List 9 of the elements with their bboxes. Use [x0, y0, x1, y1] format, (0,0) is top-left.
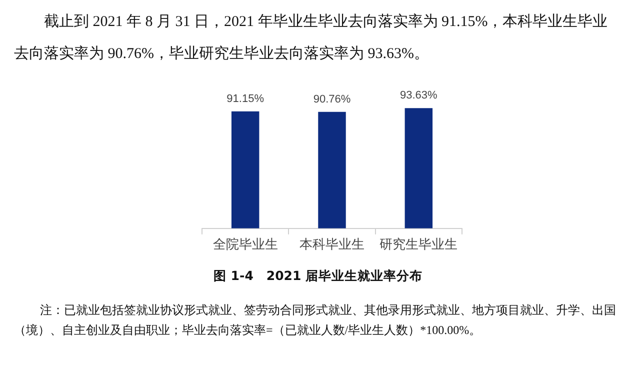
data-label: 93.63%	[400, 90, 438, 102]
text: 截止到 2021 年 8 月 31 日，2021 年毕业生毕业去向落实率为 91.15%，本科毕业生毕业去向落实率为 90.76%，毕业研究生毕业去向落实率为 93.63%。	[14, 12, 609, 64]
data-label: 91.15%	[226, 92, 264, 105]
text: 注：已就业包括签就业协议形式就业、签劳动合同形式就业、其他录用形式就业、地方项目就业、升学、出国（境）、自主创业及自由职业；毕业去向落实率=（已就业人数/毕业生人数）*100.00%。	[14, 302, 617, 339]
data-label: 90.76%	[313, 93, 351, 106]
x-tick-label: 全院毕业生	[212, 238, 278, 253]
x-tick-label: 研究生毕业生	[380, 238, 458, 253]
text: 图 1-4 2021 届毕业生就业率分布	[212, 268, 424, 285]
x-tick-label: 本科毕业生	[300, 238, 364, 253]
